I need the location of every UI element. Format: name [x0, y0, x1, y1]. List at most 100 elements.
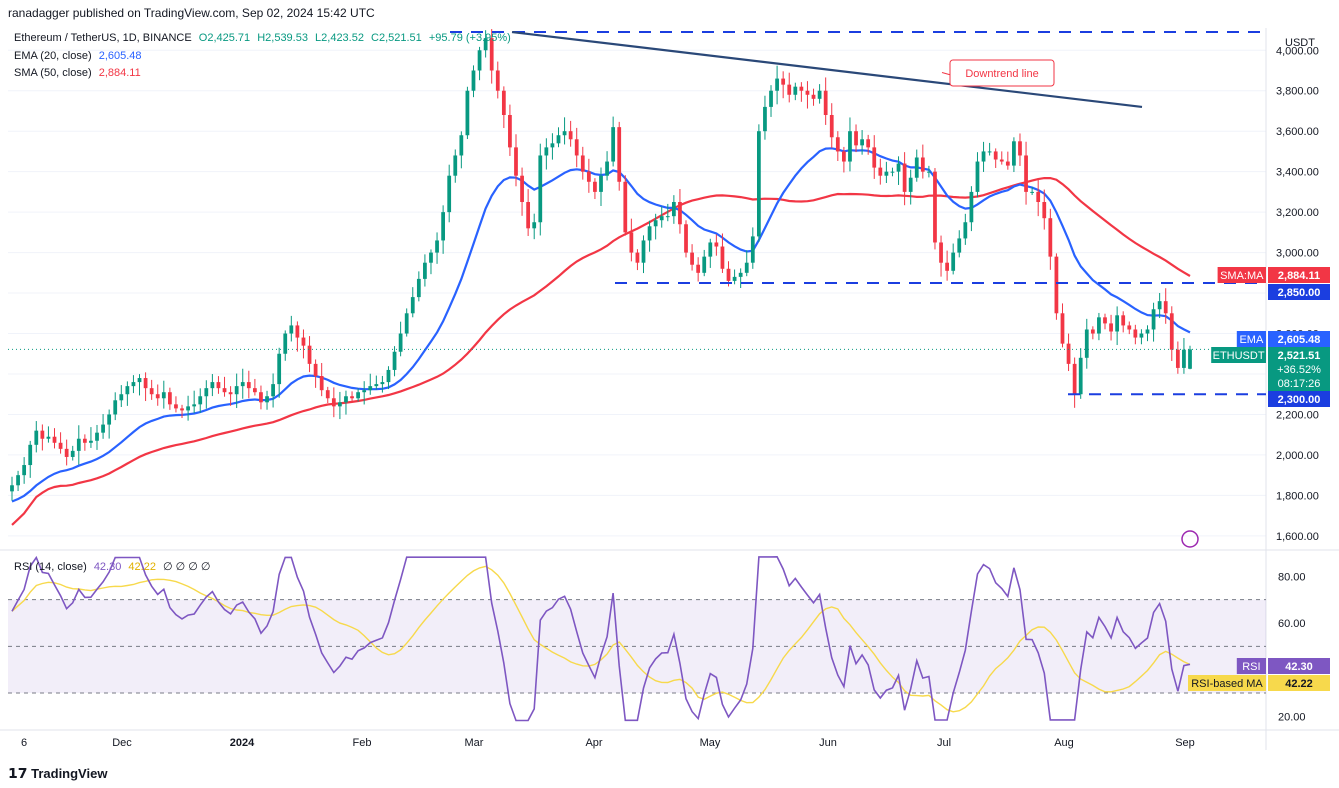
- candle-body: [975, 161, 980, 192]
- sym-badge-timer: 08:17:26: [1278, 378, 1321, 390]
- candle-body: [690, 252, 694, 265]
- candle-body: [1048, 218, 1053, 257]
- candle-body: [416, 278, 421, 298]
- sma-badge-bg: [1268, 267, 1330, 283]
- candle-body: [325, 390, 330, 399]
- price-tick-label: 3,400.00: [1276, 167, 1319, 179]
- price-tick-label: 1,600.00: [1276, 531, 1319, 543]
- candle-body: [28, 444, 33, 466]
- candle-body: [1005, 161, 1010, 166]
- ohlc-change: +95.79 (+3.95%): [428, 32, 511, 44]
- candle-body: [265, 396, 269, 403]
- candle-body: [410, 297, 415, 314]
- candle-body: [307, 345, 312, 364]
- candle-body: [1018, 141, 1022, 156]
- candle-body: [835, 137, 840, 152]
- candle-body: [781, 78, 786, 85]
- candle-body: [447, 175, 452, 213]
- sym-badge-bg: [1268, 347, 1330, 391]
- candle-body: [951, 252, 956, 271]
- candle-body: [338, 402, 342, 407]
- candle-body: [732, 276, 737, 281]
- candle-body: [829, 115, 834, 138]
- candle-body: [1030, 191, 1035, 193]
- rsi-ma-tag-bg: [1188, 675, 1266, 691]
- level-2850-badge: 2,850.00: [1278, 287, 1321, 299]
- candle-body: [216, 382, 221, 389]
- candle-body: [653, 220, 658, 227]
- sma-label: SMA (50, close): [14, 67, 92, 79]
- candle-body: [453, 155, 458, 176]
- candle-body: [556, 135, 561, 144]
- candle-body: [392, 351, 397, 370]
- candle-body: [1133, 329, 1138, 338]
- candle-body: [131, 382, 136, 387]
- rsi-badge-bg: [1268, 658, 1330, 674]
- candle-body: [1175, 349, 1180, 368]
- candle-body: [799, 86, 804, 91]
- brand-text: TradingView: [31, 766, 108, 781]
- candle-body: [665, 216, 670, 218]
- candle-body: [46, 436, 51, 439]
- candle-body: [884, 171, 889, 176]
- candle-body: [629, 232, 634, 253]
- candle-body: [228, 392, 233, 395]
- time-tick-label: May: [700, 737, 721, 749]
- candle-body: [957, 238, 962, 253]
- candle-body: [429, 252, 433, 263]
- candle-body: [963, 222, 968, 239]
- rsi-line: [11, 555, 1191, 722]
- candle-body: [435, 240, 439, 253]
- candle-body: [222, 388, 227, 393]
- rsi-ma-line: [11, 565, 1191, 713]
- candle-body: [1109, 323, 1113, 332]
- candle-body: [174, 404, 178, 409]
- candle-body: [459, 135, 464, 156]
- callout-text: Downtrend line: [965, 68, 1038, 80]
- candle-body: [750, 236, 755, 263]
- candle-body: [714, 242, 719, 247]
- rsi-legend-value: 42.30: [93, 561, 122, 573]
- candle-body: [149, 388, 154, 395]
- candle-body: [617, 127, 622, 182]
- candle-body: [356, 392, 360, 399]
- level-2850-badge-bg: [1268, 284, 1330, 300]
- candle-body: [331, 398, 336, 407]
- candle-body: [10, 485, 14, 492]
- candle-body: [489, 38, 494, 71]
- candle-body: [1066, 343, 1071, 364]
- candle-body: [1012, 141, 1016, 166]
- candle-body: [161, 392, 166, 399]
- candle-body: [58, 442, 63, 449]
- time-tick-label: Dec: [112, 737, 132, 749]
- candle-body: [137, 378, 142, 383]
- candle-body: [1054, 256, 1059, 314]
- candle-body: [769, 90, 773, 107]
- candle-body: [1090, 329, 1095, 334]
- candle-body: [611, 127, 616, 162]
- candle-body: [568, 131, 573, 140]
- candle-body: [635, 252, 640, 263]
- candle-body: [119, 394, 124, 401]
- candle-body: [550, 143, 555, 148]
- candle-body: [22, 465, 27, 476]
- time-tick-label: Jun: [819, 737, 837, 749]
- candle-body: [471, 70, 476, 91]
- ema-badge: 2,605.48: [1278, 334, 1321, 346]
- candle-body: [271, 384, 275, 397]
- candle-body: [586, 171, 591, 182]
- candle-body: [593, 181, 597, 192]
- candle-body: [368, 386, 373, 391]
- callout-box: [949, 59, 1055, 87]
- candle-body: [113, 400, 118, 415]
- ema-badge-bg: [1268, 331, 1330, 347]
- candle-body: [404, 313, 409, 334]
- candle-body: [89, 440, 93, 443]
- candle-body: [234, 386, 239, 395]
- candle-body: [945, 262, 949, 271]
- candle-body: [1139, 333, 1144, 338]
- candle-body: [659, 216, 664, 221]
- candle-body: [240, 382, 245, 387]
- rsi-ma-badge-bg: [1268, 675, 1330, 691]
- price-tick-label: 3,000.00: [1276, 248, 1319, 260]
